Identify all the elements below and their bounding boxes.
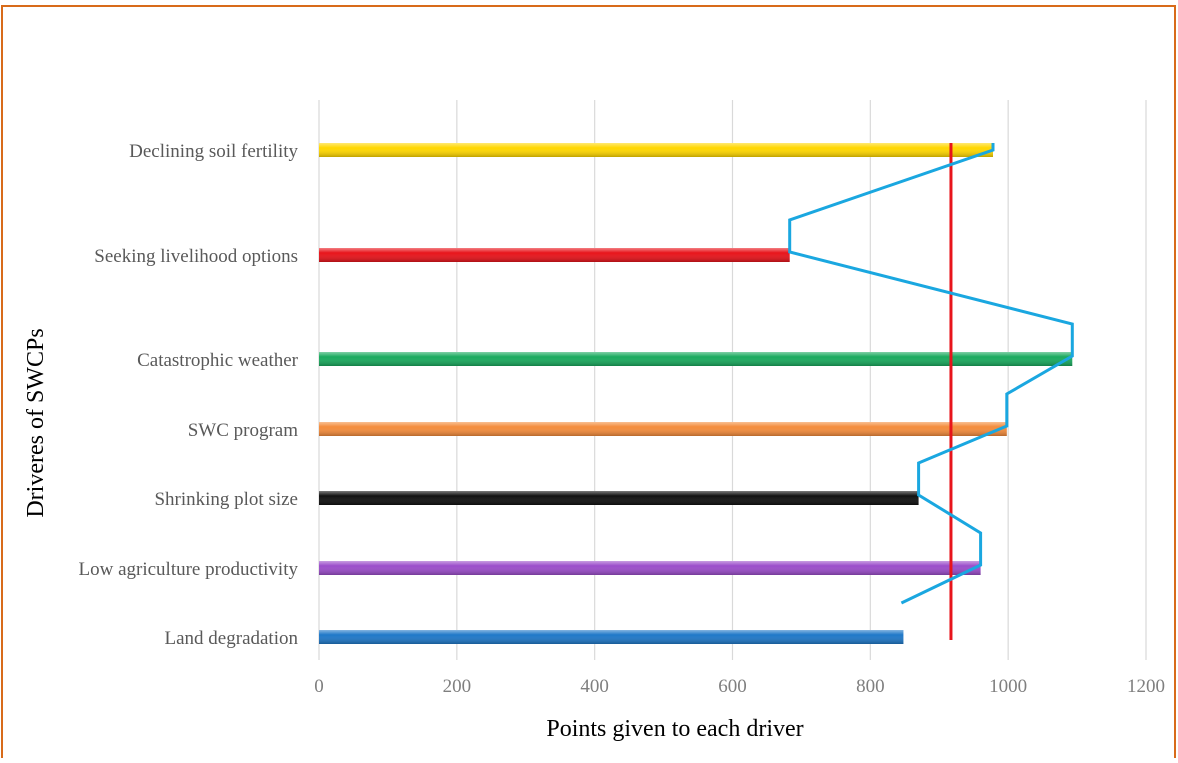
- bar-shine: [319, 422, 1007, 436]
- x-tick-label: 1200: [1127, 676, 1165, 697]
- bar: [319, 561, 981, 575]
- bar-shine: [319, 561, 981, 575]
- category-label: Shrinking plot size: [154, 489, 298, 510]
- x-axis-title: Points given to each driver: [546, 716, 803, 742]
- bar: [319, 491, 919, 505]
- bar: [319, 422, 1007, 436]
- grid-lines: [318, 100, 1147, 660]
- category-label: Catastrophic weather: [137, 350, 299, 371]
- x-tick-label: 400: [580, 676, 609, 697]
- line-series: [788, 143, 1074, 605]
- category-label: Seeking livelihood options: [94, 246, 298, 267]
- bar-shine: [319, 491, 919, 505]
- bar: [319, 630, 904, 644]
- y-axis-title: Driveres of SWCPs: [23, 328, 49, 517]
- chart-border: [1, 5, 1176, 763]
- line-series-path: [788, 143, 1074, 605]
- x-tick-label: 200: [443, 676, 472, 697]
- bar-shine: [319, 248, 790, 262]
- bar: [319, 248, 790, 262]
- category-label: SWC program: [188, 420, 299, 441]
- x-tick-label: 0: [314, 676, 324, 697]
- category-label: Land degradation: [165, 628, 299, 649]
- bar: [319, 143, 994, 157]
- category-labels: Declining soil fertility Seeking liveliho…: [79, 141, 299, 649]
- bars: [319, 143, 1073, 644]
- x-tick-label: 800: [856, 676, 885, 697]
- category-label: Low agriculture productivity: [79, 559, 299, 580]
- x-tick-labels: 0 200 400 600 800 1000 1200: [314, 676, 1165, 697]
- bar-shine: [319, 352, 1073, 366]
- bar-shine: [319, 143, 994, 157]
- bar-shine: [319, 630, 904, 644]
- category-label: Declining soil fertility: [129, 141, 298, 162]
- bar: [319, 352, 1073, 366]
- x-tick-label: 600: [718, 676, 747, 697]
- x-tick-label: 1000: [989, 676, 1027, 697]
